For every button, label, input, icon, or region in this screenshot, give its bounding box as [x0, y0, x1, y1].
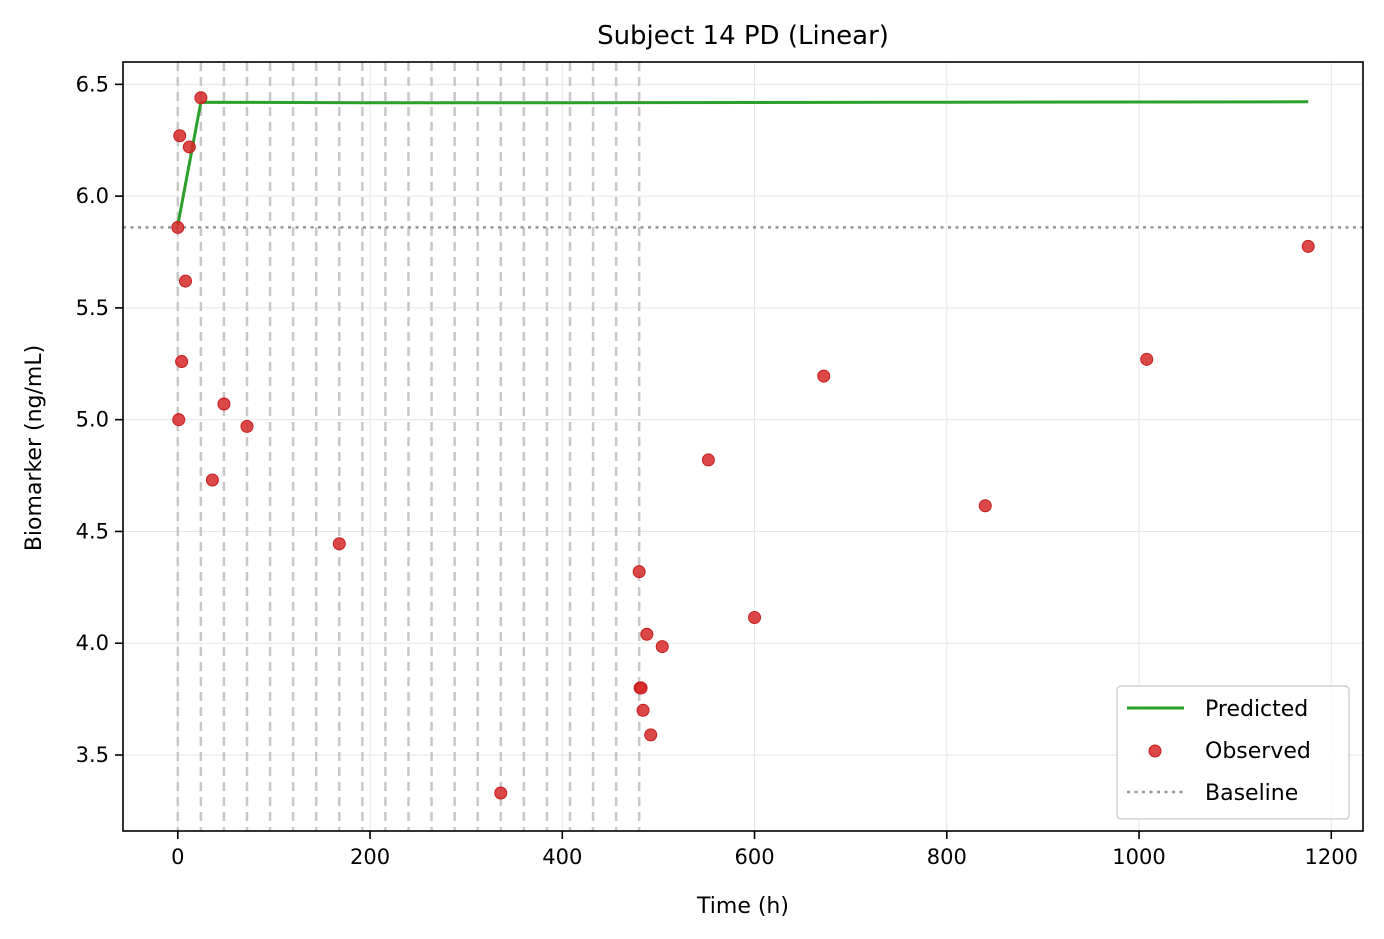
x-tick-label: 0	[171, 845, 184, 869]
legend-observed-swatch	[1148, 744, 1162, 758]
legend-predicted-label: Predicted	[1205, 697, 1308, 722]
y-tick-label: 5.0	[76, 408, 109, 432]
legend: Predicted Observed Baseline	[1116, 685, 1350, 820]
x-tick-label: 800	[927, 845, 967, 869]
observed-point	[1140, 352, 1154, 366]
x-axis-ticks: 0 200 400 600 800 1000 1200	[171, 831, 1358, 869]
x-tick-label: 1000	[1112, 845, 1165, 869]
observed-point	[640, 627, 654, 641]
observed-point	[494, 786, 508, 800]
observed-point	[182, 140, 196, 154]
observed-point	[644, 728, 658, 742]
y-tick-label: 3.5	[76, 743, 109, 767]
observed-point	[332, 537, 346, 551]
observed-point	[817, 369, 831, 383]
observed-point	[205, 473, 219, 487]
observed-point	[173, 129, 187, 143]
observed-point	[172, 413, 186, 427]
x-axis-title: Time (h)	[696, 894, 789, 919]
legend-observed-label: Observed	[1205, 739, 1311, 764]
y-tick-label: 6.5	[76, 72, 109, 96]
observed-point	[175, 355, 189, 369]
x-tick-label: 200	[350, 845, 390, 869]
observed-point	[636, 703, 650, 717]
observed-point	[634, 681, 648, 695]
y-tick-label: 4.5	[76, 519, 109, 543]
y-axis-ticks: 3.5 4.0 4.5 5.0 5.5 6.0 6.5	[76, 72, 123, 767]
observed-point	[178, 274, 192, 288]
legend-frame	[1116, 685, 1350, 820]
x-tick-label: 1200	[1305, 845, 1358, 869]
y-tick-label: 5.5	[76, 296, 109, 320]
dose-markers	[176, 62, 641, 831]
grid-lines	[123, 62, 1363, 831]
observed-point	[171, 220, 185, 234]
observed-point	[194, 91, 208, 105]
x-tick-label: 600	[734, 845, 774, 869]
predicted-line	[176, 100, 1309, 226]
observed-point	[240, 419, 254, 433]
chart-title: Subject 14 PD (Linear)	[597, 21, 889, 51]
y-tick-label: 4.0	[76, 631, 109, 655]
y-tick-label: 6.0	[76, 184, 109, 208]
observed-point	[655, 640, 669, 654]
observed-point	[978, 499, 992, 513]
observed-point	[1301, 239, 1315, 253]
observed-point	[748, 611, 762, 625]
observed-point	[217, 397, 231, 411]
observed-series	[171, 91, 1315, 800]
x-tick-label: 400	[542, 845, 582, 869]
observed-point	[632, 565, 646, 579]
predicted-series	[176, 100, 1309, 226]
y-axis-title: Biomarker (ng/mL)	[22, 345, 47, 551]
plot-frame	[122, 61, 1364, 832]
observed-point	[701, 453, 715, 467]
legend-baseline-label: Baseline	[1205, 781, 1298, 806]
